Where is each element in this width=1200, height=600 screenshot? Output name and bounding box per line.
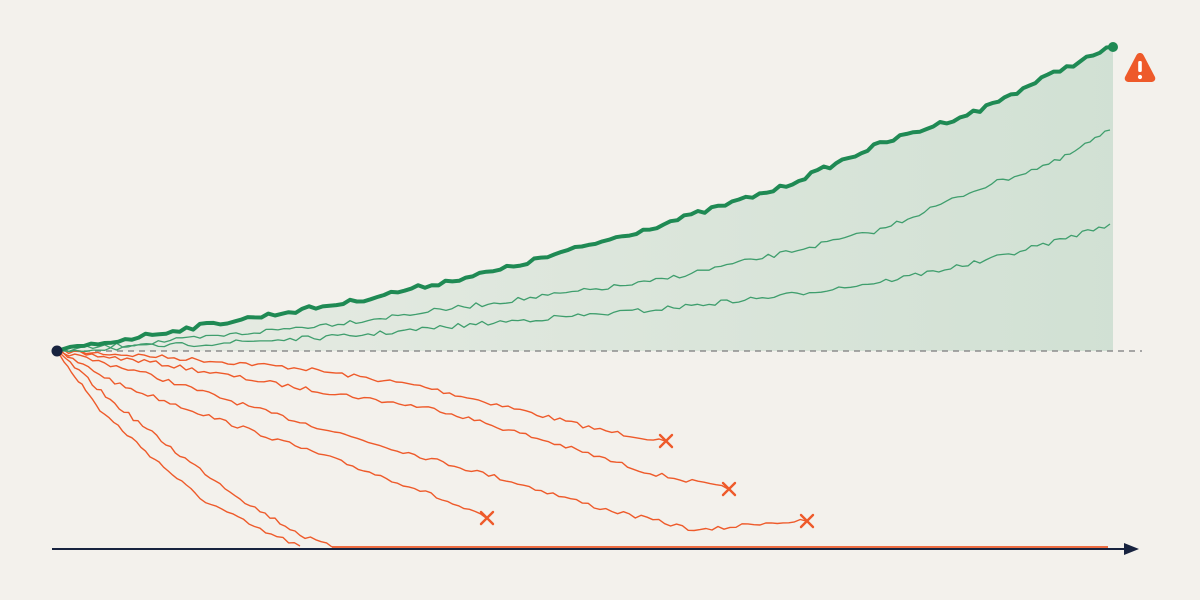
origin-dot-icon bbox=[51, 345, 63, 357]
arrow-head-icon bbox=[1124, 543, 1139, 555]
ruined-path-2 bbox=[56, 350, 301, 547]
x-mark-icon bbox=[479, 510, 495, 526]
losing-path-2 bbox=[56, 348, 729, 490]
surviving-path-2 bbox=[56, 223, 1111, 353]
x-mark-icon bbox=[799, 513, 815, 529]
winning-paths bbox=[55, 45, 1115, 353]
winner-fill-area bbox=[57, 47, 1113, 351]
losing-paths bbox=[56, 348, 1108, 548]
x-mark-stroke bbox=[658, 433, 674, 449]
winner-end-dot bbox=[1108, 42, 1118, 52]
x-mark-stroke bbox=[799, 513, 815, 529]
warning-exclamation-dot bbox=[1137, 74, 1143, 80]
losing-path-3 bbox=[56, 350, 807, 532]
x-mark-stroke bbox=[721, 481, 737, 497]
warning-exclamation-bar bbox=[1138, 61, 1142, 72]
ruined-path-1 bbox=[56, 350, 333, 548]
time-axis bbox=[52, 543, 1139, 555]
losing-path-4 bbox=[56, 350, 487, 519]
x-mark-icon bbox=[721, 481, 737, 497]
winning-path bbox=[55, 45, 1115, 353]
surviving-path-1 bbox=[56, 129, 1111, 353]
x-mark-stroke bbox=[479, 510, 495, 526]
warning-icon bbox=[1124, 53, 1156, 82]
losing-path-1 bbox=[56, 348, 666, 442]
markers bbox=[51, 42, 1156, 529]
x-mark-icon bbox=[658, 433, 674, 449]
winner-area-fill bbox=[57, 47, 1113, 351]
